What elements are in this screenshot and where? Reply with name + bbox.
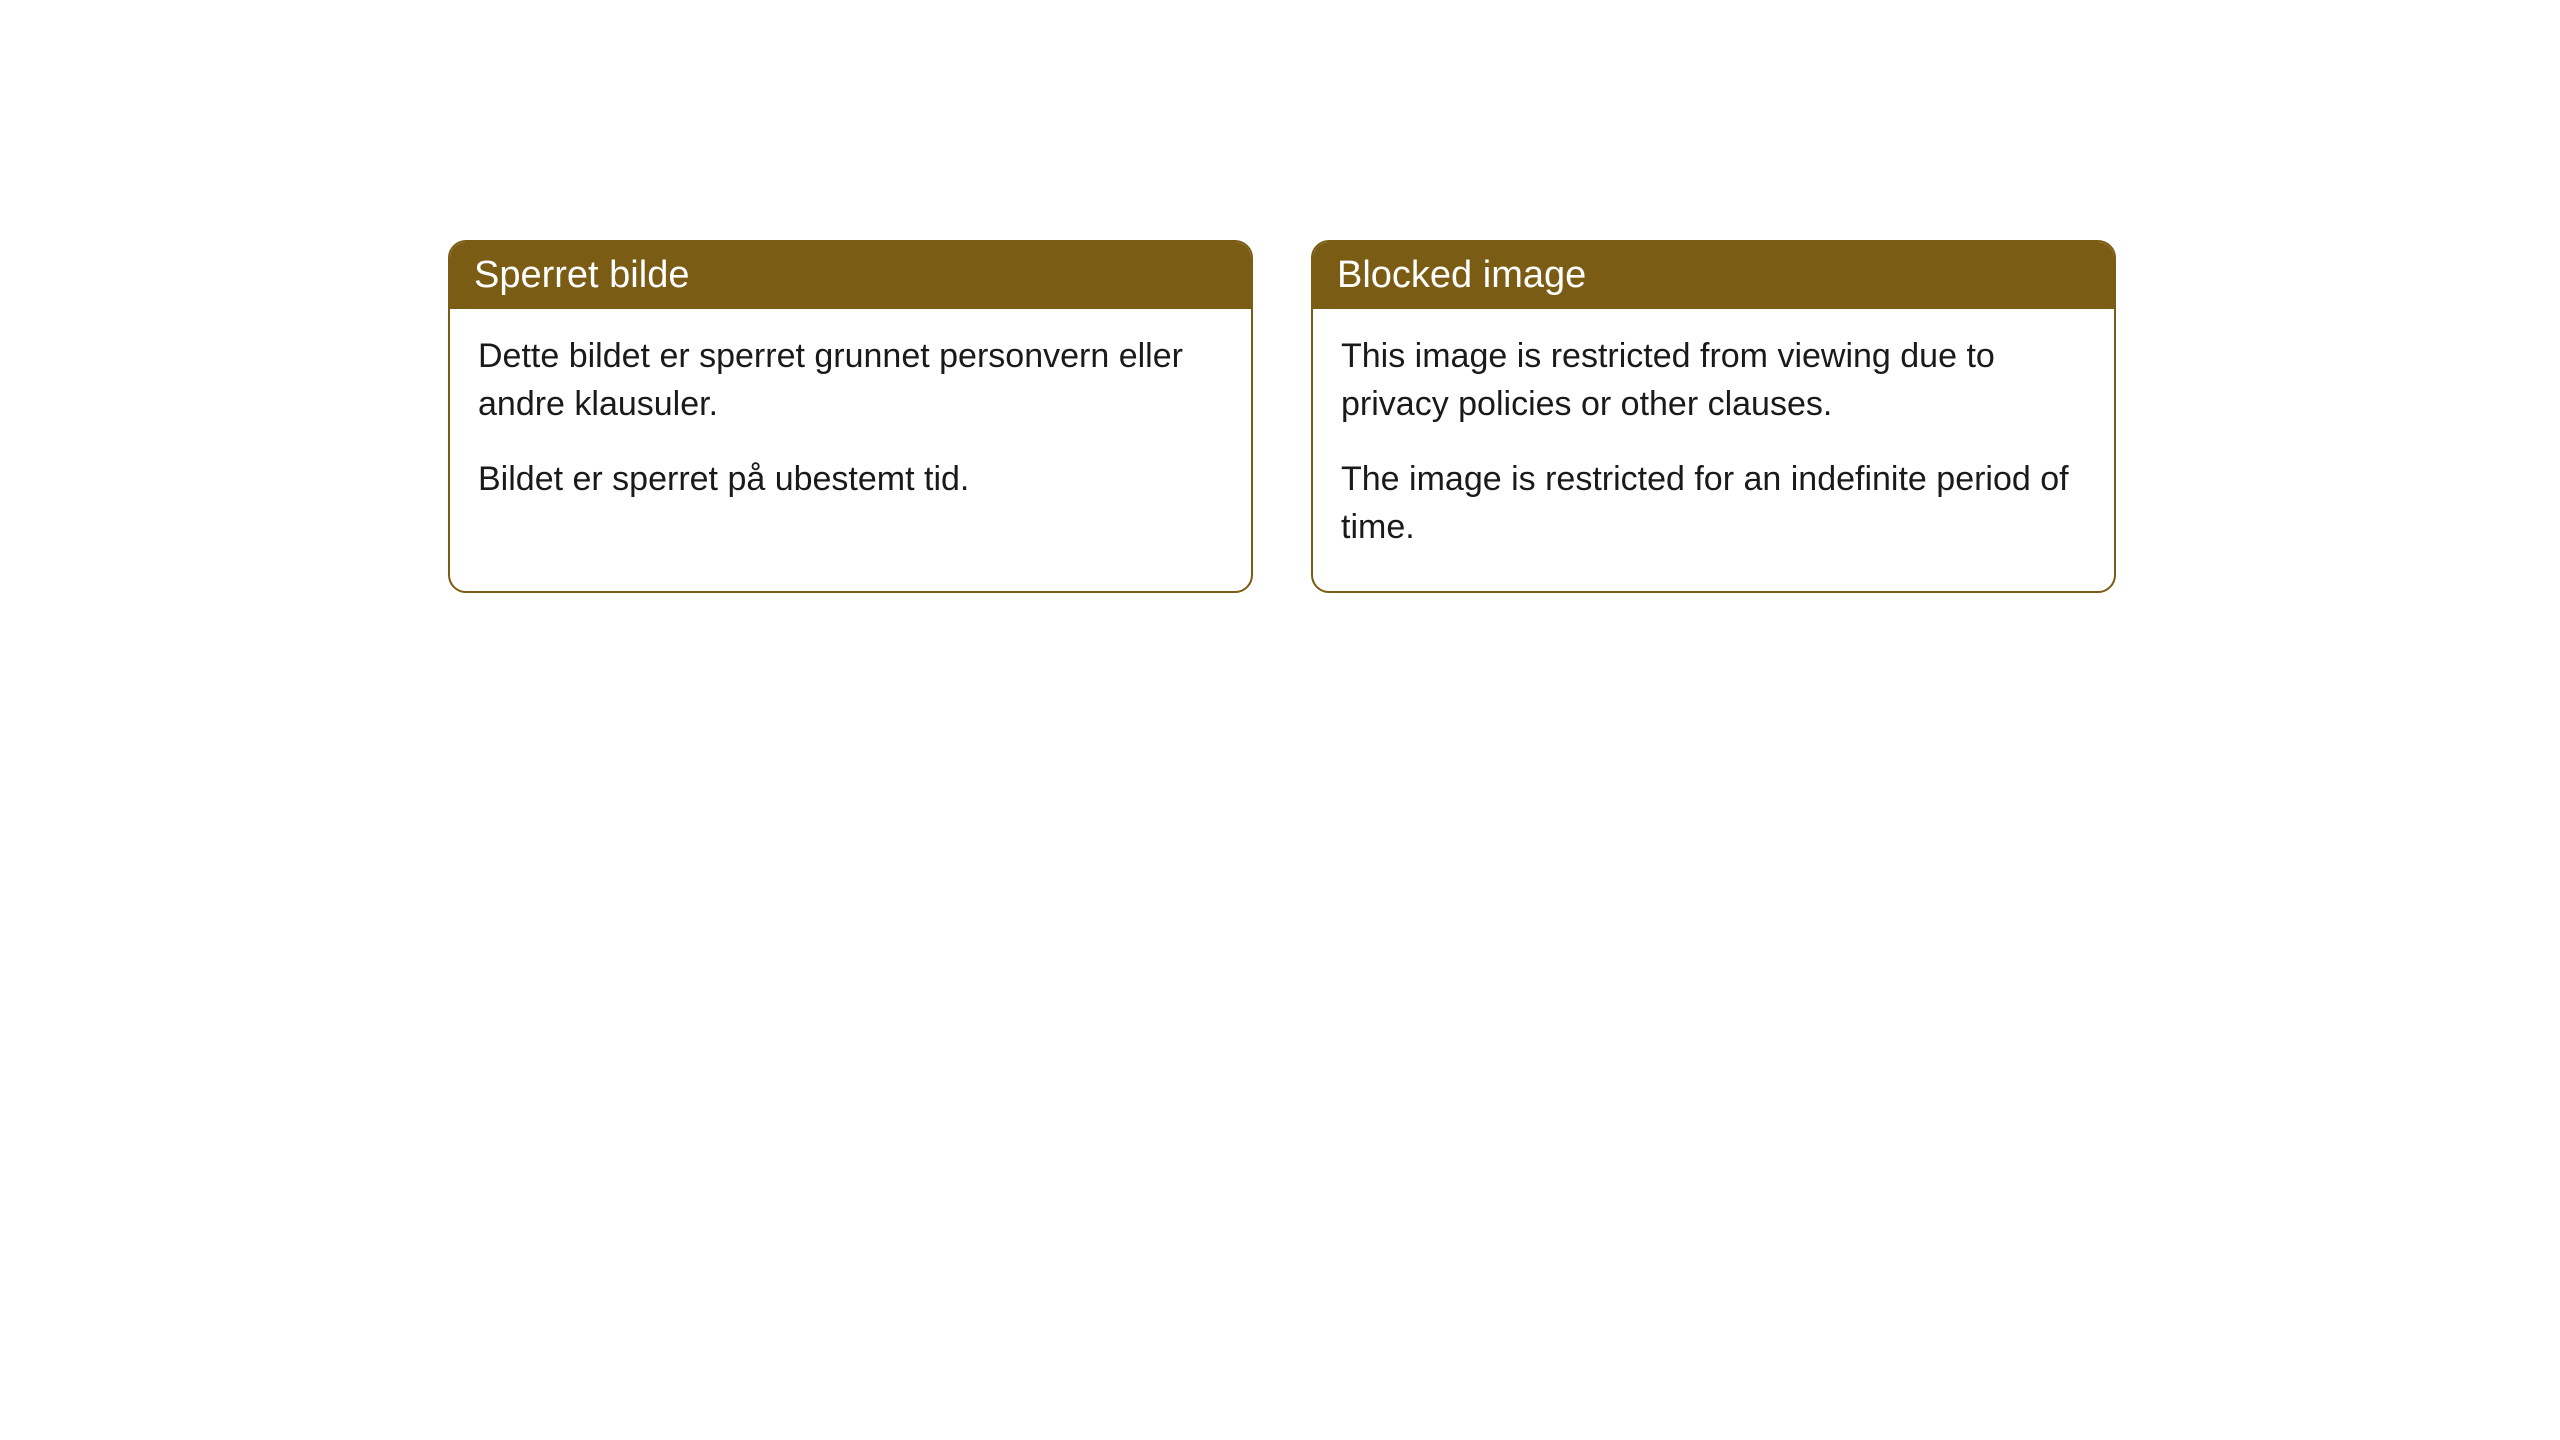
card-header: Blocked image bbox=[1313, 242, 2114, 309]
card-body: This image is restricted from viewing du… bbox=[1313, 309, 2114, 591]
notice-card-norwegian: Sperret bilde Dette bildet er sperret gr… bbox=[448, 240, 1253, 593]
card-body: Dette bildet er sperret grunnet personve… bbox=[450, 309, 1251, 544]
notice-cards-container: Sperret bilde Dette bildet er sperret gr… bbox=[448, 240, 2116, 593]
card-paragraph: The image is restricted for an indefinit… bbox=[1341, 456, 2086, 551]
card-paragraph: Bildet er sperret på ubestemt tid. bbox=[478, 456, 1223, 504]
card-paragraph: Dette bildet er sperret grunnet personve… bbox=[478, 333, 1223, 428]
card-title: Sperret bilde bbox=[474, 254, 689, 296]
card-paragraph: This image is restricted from viewing du… bbox=[1341, 333, 2086, 428]
card-header: Sperret bilde bbox=[450, 242, 1251, 309]
card-title: Blocked image bbox=[1337, 254, 1586, 296]
notice-card-english: Blocked image This image is restricted f… bbox=[1311, 240, 2116, 593]
